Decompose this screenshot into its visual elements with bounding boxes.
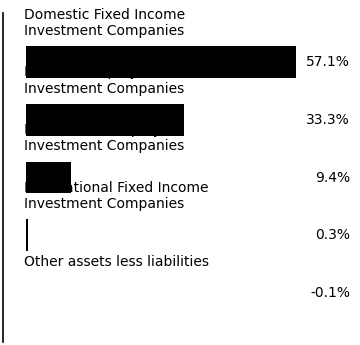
Bar <box>26 104 184 136</box>
Text: International Equity
Investment Companies: International Equity Investment Companie… <box>24 123 184 153</box>
Text: 57.1%: 57.1% <box>306 55 350 69</box>
Text: 0.3%: 0.3% <box>315 228 350 242</box>
Text: Domestic Equity
Investment Companies: Domestic Equity Investment Companies <box>24 65 184 96</box>
Text: Other assets less liabilities: Other assets less liabilities <box>24 255 209 269</box>
Text: Domestic Fixed Income
Investment Companies: Domestic Fixed Income Investment Compani… <box>24 8 185 38</box>
Text: 9.4%: 9.4% <box>315 170 350 185</box>
Text: -0.1%: -0.1% <box>310 286 350 300</box>
Bar <box>26 46 296 78</box>
Bar <box>26 219 28 251</box>
Text: International Fixed Income
Investment Companies: International Fixed Income Investment Co… <box>24 181 208 211</box>
Text: 33.3%: 33.3% <box>306 113 350 127</box>
Bar <box>26 162 71 194</box>
